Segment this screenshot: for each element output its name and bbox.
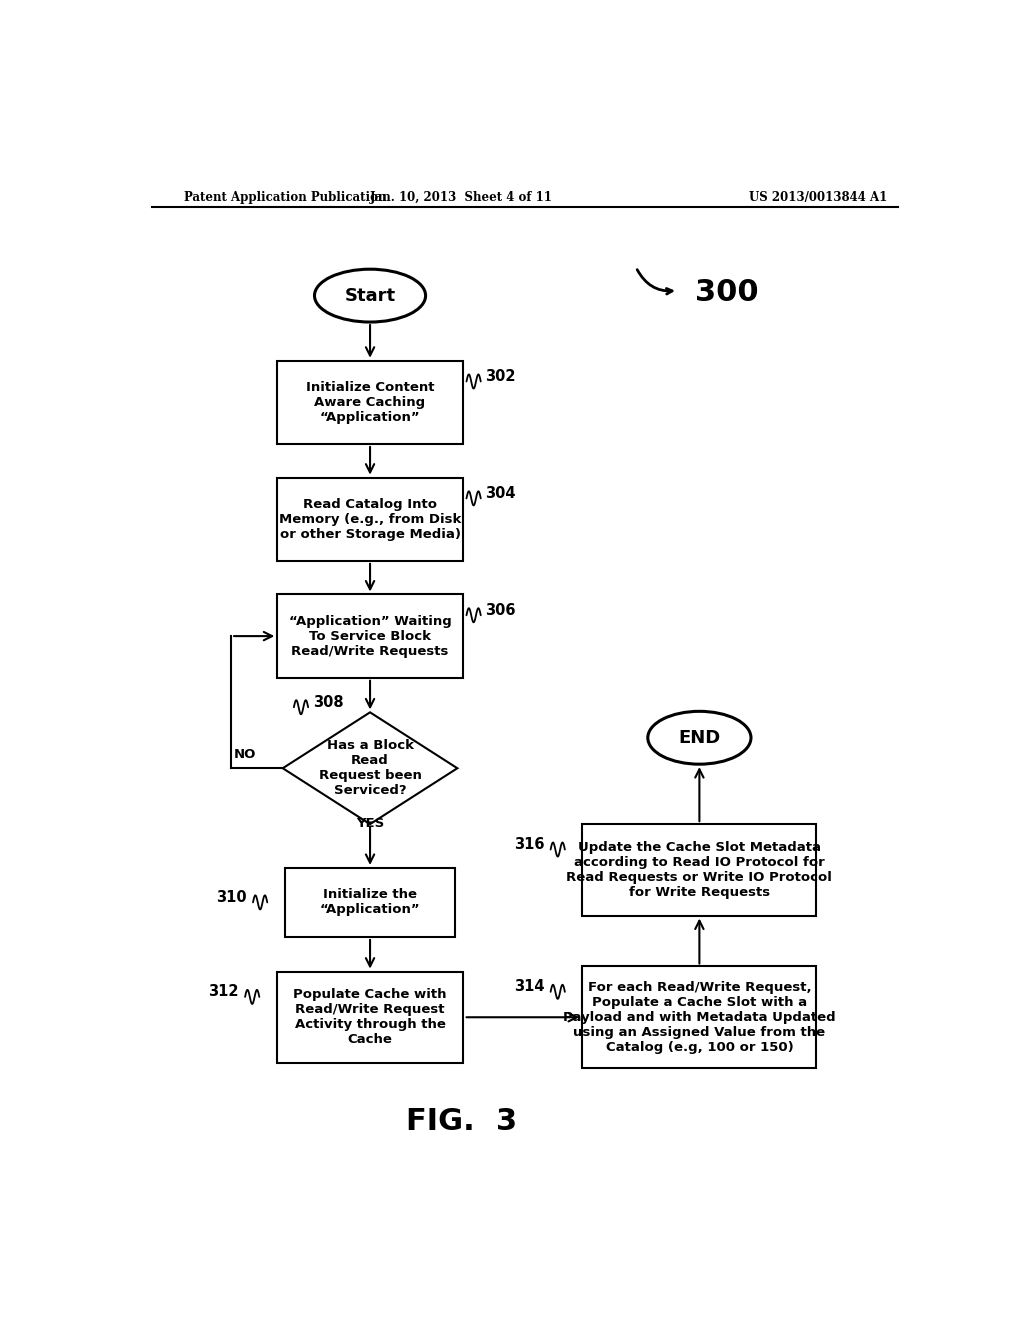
Ellipse shape	[314, 269, 426, 322]
Text: Jan. 10, 2013  Sheet 4 of 11: Jan. 10, 2013 Sheet 4 of 11	[370, 190, 553, 203]
Text: 316: 316	[514, 837, 544, 851]
Text: YES: YES	[356, 817, 384, 830]
FancyBboxPatch shape	[583, 824, 816, 916]
FancyBboxPatch shape	[276, 972, 463, 1063]
Text: Has a Block
Read
Request been
Serviced?: Has a Block Read Request been Serviced?	[318, 739, 422, 797]
Text: END: END	[678, 729, 721, 747]
FancyBboxPatch shape	[276, 360, 463, 444]
Text: 302: 302	[485, 368, 516, 384]
Text: 304: 304	[485, 486, 516, 500]
Text: Start: Start	[344, 286, 395, 305]
Text: Patent Application Publication: Patent Application Publication	[183, 190, 386, 203]
FancyBboxPatch shape	[276, 594, 463, 677]
Text: US 2013/0013844 A1: US 2013/0013844 A1	[750, 190, 888, 203]
Text: Initialize the
“Application”: Initialize the “Application”	[319, 888, 421, 916]
Text: 310: 310	[216, 890, 247, 904]
Text: 300: 300	[695, 279, 759, 308]
Text: 314: 314	[514, 979, 544, 994]
Text: For each Read/Write Request,
Populate a Cache Slot with a
Payload and with Metad: For each Read/Write Request, Populate a …	[563, 981, 836, 1053]
Ellipse shape	[648, 711, 751, 764]
FancyBboxPatch shape	[276, 478, 463, 561]
Text: Populate Cache with
Read/Write Request
Activity through the
Cache: Populate Cache with Read/Write Request A…	[293, 989, 446, 1047]
Text: Read Catalog Into
Memory (e.g., from Disk
or other Storage Media): Read Catalog Into Memory (e.g., from Dis…	[279, 498, 461, 541]
FancyBboxPatch shape	[583, 966, 816, 1068]
Text: 312: 312	[208, 985, 239, 999]
Text: FIG.  3: FIG. 3	[406, 1107, 517, 1137]
Text: NO: NO	[233, 747, 256, 760]
Text: Initialize Content
Aware Caching
“Application”: Initialize Content Aware Caching “Applic…	[306, 381, 434, 424]
FancyBboxPatch shape	[285, 867, 456, 937]
Text: “Application” Waiting
To Service Block
Read/Write Requests: “Application” Waiting To Service Block R…	[289, 615, 452, 657]
Polygon shape	[283, 713, 458, 824]
Text: 308: 308	[313, 694, 343, 710]
Text: Update the Cache Slot Metadata
according to Read IO Protocol for
Read Requests o: Update the Cache Slot Metadata according…	[566, 841, 833, 899]
Text: 306: 306	[485, 603, 516, 618]
